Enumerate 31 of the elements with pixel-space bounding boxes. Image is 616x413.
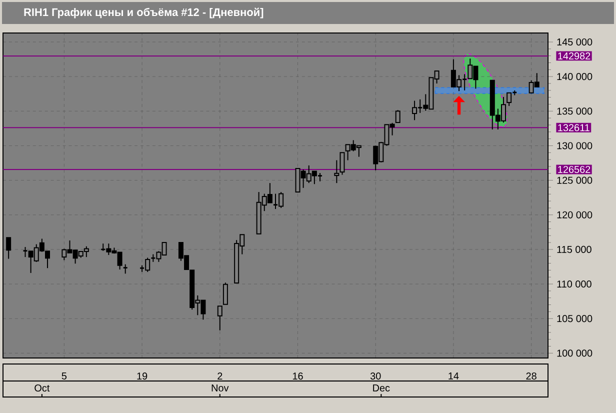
candlestick [334,160,340,184]
candlestick [222,282,228,305]
x-tick-label: 14 [448,372,459,380]
y-tick-label: 115 000 [557,246,592,253]
y-tick-label: 145 000 [557,38,592,46]
ref-line-label: 142982 [558,52,590,60]
y-tick-label: 100 000 [557,350,592,357]
y-tick-label: 135 000 [557,108,592,115]
x-tick-label: 28 [526,372,536,380]
candlestick [6,237,12,260]
chart-title: RIH1 График цены и объёма #12 - [Дневной] [24,8,264,18]
candlestick [395,110,400,124]
y-tick-label: 105 000 [557,315,592,322]
y-tick-label: 130 000 [557,142,592,150]
x-tick-label: 19 [137,372,148,380]
ref-line-label: 132611 [558,124,590,132]
x2-tick-label: Dec [373,384,390,392]
x-tick-label: 30 [370,372,381,380]
y-tick-label: 140 000 [557,73,592,80]
candlestick [122,264,128,274]
candlestick [340,152,345,176]
x-tick-label: 5 [62,372,67,380]
ref-line-label: 126562 [558,166,590,174]
x2-tick-label: Nov [212,384,229,392]
candlestick [217,306,222,331]
y-tick-label: 110 000 [557,280,592,288]
x2-tick-label: Oct [34,384,50,392]
y-tick-label: 125 000 [557,176,592,184]
x-tick-label: 2 [218,372,222,380]
y-tick-label: 120 000 [557,211,592,218]
x-tick-label: 16 [292,372,303,380]
